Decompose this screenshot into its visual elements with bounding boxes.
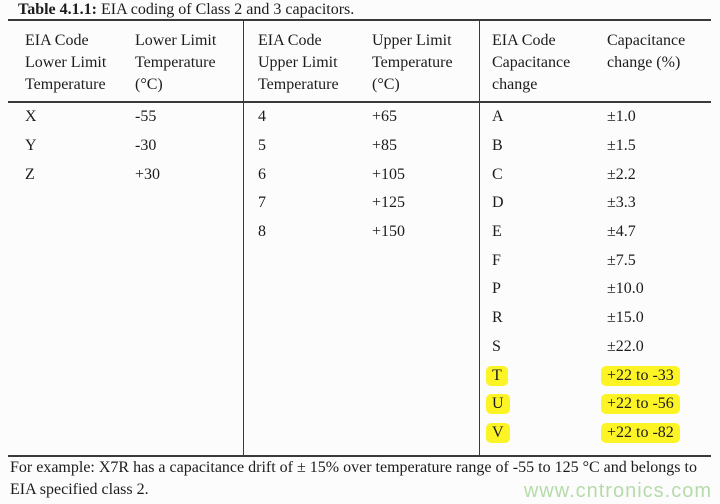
table-caption-text: EIA coding of Class 2 and 3 capacitors. (96, 1, 355, 18)
table-row: E ±4.7 (492, 218, 711, 247)
table-row: F ±7.5 (492, 246, 711, 275)
code-cell: V (486, 422, 607, 443)
table-caption: Table 4.1.1: EIA coding of Class 2 and 3… (18, 1, 354, 19)
table-row: 4 +65 (258, 103, 479, 132)
table-row: T +22 to -33 (486, 361, 711, 390)
code-cell: F (492, 251, 501, 269)
value-cell: ±22.0 (607, 337, 644, 355)
table-caption-number: Table 4.1.1: (18, 1, 97, 18)
table-row: B ±1.5 (492, 132, 711, 161)
table-row: S ±22.0 (492, 333, 711, 362)
code-cell: D (492, 194, 504, 212)
value-cell: ±3.3 (607, 194, 636, 212)
code-cell: T (486, 365, 607, 386)
table-row: C ±2.2 (492, 160, 711, 189)
watermark: www.cntronics.com (523, 480, 712, 502)
value-cell: +65 (372, 108, 398, 126)
table-row: D ±3.3 (492, 189, 711, 218)
group-body: A ±1.0 B ±1.5 C ±2.2 D ±3.3 E ±4.7 F ±7.5 P ±10.0 R ±15… (480, 103, 711, 447)
table-row: 5 +85 (258, 132, 479, 161)
header-cell: EIA Code Lower Limit Temperature (25, 32, 107, 93)
code-cell: Y (25, 137, 37, 155)
footer-note: For example: X7R has a capacitance drift… (10, 459, 697, 498)
code-cell: 8 (258, 223, 266, 241)
highlight: T (486, 365, 508, 386)
code-cell: 6 (258, 165, 266, 183)
group-header: EIA Code Upper Limit Temperature Upper Limi… (244, 21, 479, 103)
code-cell: E (492, 223, 502, 241)
code-cell: S (492, 337, 501, 355)
value-cell: ±1.5 (607, 137, 636, 155)
value-cell: ±15.0 (607, 309, 644, 327)
table-row: Z +30 (25, 160, 243, 189)
header-cell: EIA Code Capacitance change (492, 32, 571, 93)
value-cell: ±10.0 (607, 280, 644, 298)
table-row: Y -30 (25, 132, 243, 161)
column-group-0: EIA Code Lower Limit Temperature Lower Limi… (8, 21, 243, 455)
value-cell: +30 (135, 165, 161, 183)
highlight: +22 to -33 (601, 365, 680, 386)
eia-table: EIA Code Lower Limit Temperature Lower Limi… (8, 19, 711, 457)
code-cell: U (486, 394, 607, 415)
table-row: A ±1.0 (492, 103, 711, 132)
group-header: EIA Code Capacitance change Capacitance chan… (480, 21, 711, 103)
value-cell: +125 (372, 194, 406, 212)
code-cell: B (492, 137, 503, 155)
value-cell: +105 (372, 165, 406, 183)
code-cell: 5 (258, 137, 266, 155)
value-cell: -30 (135, 137, 157, 155)
table-row: V +22 to -82 (486, 419, 711, 448)
value-cell: +85 (372, 137, 398, 155)
code-cell: 4 (258, 108, 266, 126)
header-cell: EIA Code Upper Limit Temperature (258, 32, 339, 93)
table-row: 8 +150 (258, 218, 479, 247)
group-header: EIA Code Lower Limit Temperature Lower Limi… (8, 21, 243, 103)
code-cell: Z (25, 165, 35, 183)
table-row: 6 +105 (258, 160, 479, 189)
table-row: X -55 (25, 103, 243, 132)
table-row: 7 +125 (258, 189, 479, 218)
value-cell: ±2.2 (607, 165, 636, 183)
table-row: P ±10.0 (492, 275, 711, 304)
table-row: U +22 to -56 (486, 390, 711, 419)
value-cell: -55 (135, 108, 157, 126)
value-cell: +22 to -33 (601, 365, 680, 386)
highlight: +22 to -56 (601, 394, 680, 415)
table-row: R ±15.0 (492, 304, 711, 333)
header-cell: Lower Limit Temperature (°C) (135, 32, 217, 93)
group-body: 4 +65 5 +85 6 +105 7 +125 8 +150 (244, 103, 479, 246)
value-cell: ±1.0 (607, 108, 636, 126)
header-cell: Upper Limit Temperature (°C) (372, 32, 453, 93)
value-cell: +22 to -82 (601, 422, 680, 443)
group-body: X -55 Y -30 Z +30 (8, 103, 243, 189)
code-cell: P (492, 280, 501, 298)
header-cell: Capacitance change (%) (607, 32, 686, 71)
highlight: +22 to -82 (601, 422, 680, 443)
value-cell: +22 to -56 (601, 394, 680, 415)
highlight: V (486, 422, 510, 443)
code-cell: 7 (258, 194, 266, 212)
value-cell: +150 (372, 223, 406, 241)
value-cell: ±4.7 (607, 223, 636, 241)
column-group-2: EIA Code Capacitance change Capacitance chan… (479, 21, 711, 455)
column-group-1: EIA Code Upper Limit Temperature Upper Limi… (243, 21, 479, 455)
highlight: U (486, 394, 510, 415)
code-cell: X (25, 108, 37, 126)
code-cell: R (492, 309, 503, 327)
value-cell: ±7.5 (607, 251, 636, 269)
code-cell: A (492, 108, 504, 126)
code-cell: C (492, 165, 503, 183)
